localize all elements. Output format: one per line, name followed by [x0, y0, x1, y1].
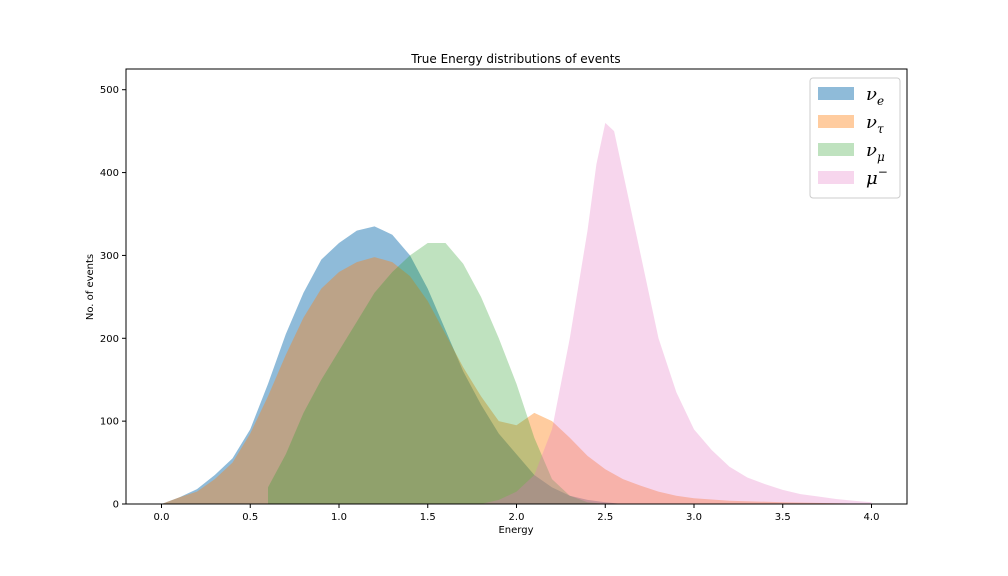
y-tick-label: 0	[113, 500, 119, 511]
legend-frame	[809, 77, 901, 199]
x-tick-label: 1.0	[331, 512, 347, 523]
x-axis: 0.0 0.5 1.0 1.5 2.0 2.5 3.0 3.5 4.0	[154, 504, 880, 523]
x-tick-label: 4.0	[864, 512, 880, 523]
legend-swatch	[818, 171, 854, 184]
x-tick-label: 3.0	[686, 512, 702, 523]
x-tick-label: 0.0	[154, 512, 170, 523]
x-tick-label: 0.5	[242, 512, 258, 523]
y-tick-label: 300	[100, 251, 119, 262]
legend-swatch	[818, 143, 854, 156]
series-area-3	[481, 122, 872, 505]
x-tick-label: 1.5	[420, 512, 436, 523]
y-axis: 0 100 200 300 400 500	[100, 85, 126, 511]
y-axis-label: No. of events	[85, 254, 96, 320]
x-tick-label: 2.0	[509, 512, 525, 523]
y-tick-label: 400	[100, 168, 119, 179]
chart-title: True Energy distributions of events	[410, 52, 620, 66]
series-area-0	[161, 226, 623, 504]
series-layer	[161, 122, 872, 505]
legend-swatch	[818, 87, 854, 100]
series-area-2	[268, 243, 606, 504]
x-tick-label: 3.5	[775, 512, 791, 523]
y-tick-label: 100	[100, 417, 119, 428]
legend-swatch	[818, 115, 854, 128]
x-axis-label: Energy	[498, 525, 533, 536]
y-tick-label: 500	[100, 85, 119, 96]
y-tick-label: 200	[100, 334, 119, 345]
series-area-1	[161, 257, 872, 504]
x-tick-label: 2.5	[597, 512, 613, 523]
